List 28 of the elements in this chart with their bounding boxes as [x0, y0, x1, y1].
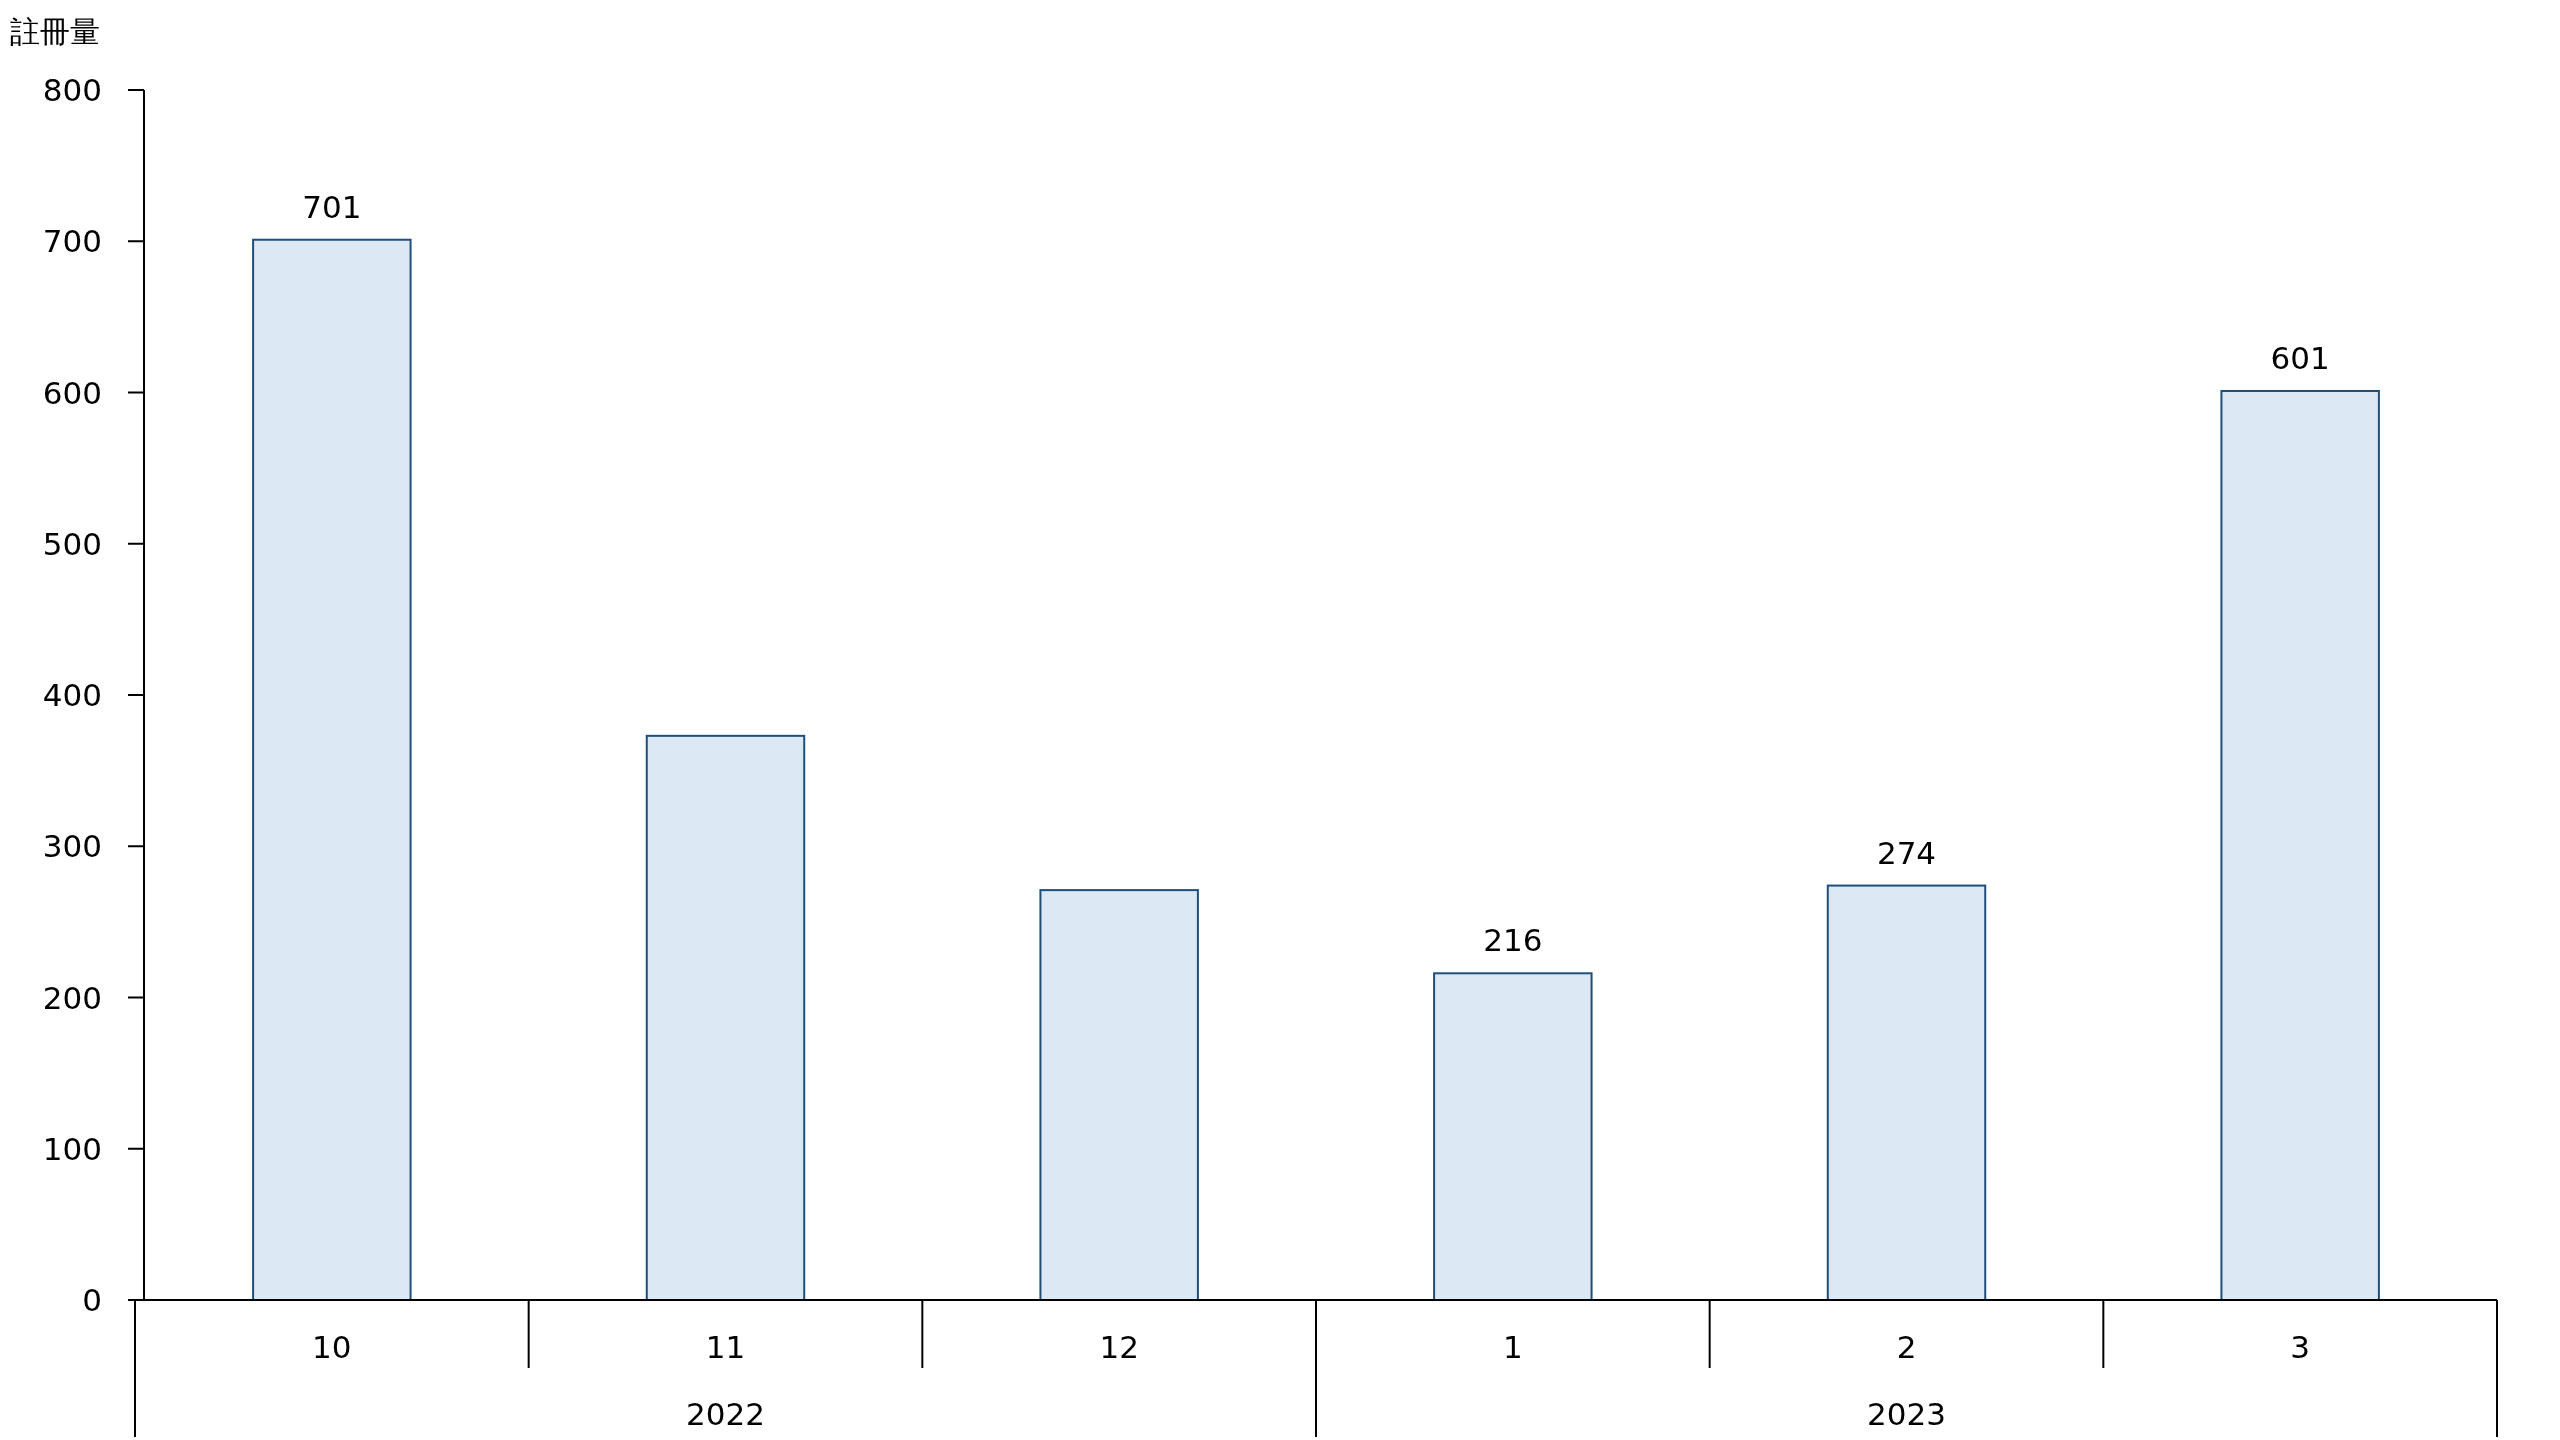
x-tick-label: 2: [1896, 1329, 1917, 1365]
text: 2023: [1867, 1396, 1946, 1432]
data-label: 216: [1483, 922, 1543, 959]
bar: [645, 734, 806, 1301]
data-label: 274: [1876, 834, 1937, 871]
bar: [1433, 972, 1593, 1301]
x-tick-label: 12: [1099, 1329, 1139, 1365]
data-label: 601: [2270, 339, 2330, 376]
y-tick-label: 500: [42, 525, 102, 562]
bar: [2220, 389, 2380, 1301]
y-axis-title: 註冊量: [10, 14, 100, 49]
data-label: 701: [302, 188, 362, 225]
y-tick-label: 0: [82, 1282, 102, 1318]
x-tick-label: 10: [312, 1329, 352, 1365]
y-tick-label: 200: [42, 979, 102, 1016]
y-tick-label: 300: [42, 828, 102, 865]
bar: [1826, 884, 1987, 1301]
x-tick-label: 1: [1502, 1329, 1523, 1365]
bar: [1039, 889, 1199, 1301]
bar: [252, 238, 412, 1301]
text: 2022: [686, 1396, 765, 1432]
y-tick-label: 400: [42, 677, 102, 713]
y-tick-label: 800: [42, 72, 102, 108]
y-tick-label: 600: [42, 374, 102, 411]
y-tick-label: 100: [42, 1130, 102, 1167]
y-tick-label: 700: [42, 223, 102, 260]
x-tick-label: 11: [705, 1329, 746, 1365]
x-tick-label: 3: [2290, 1329, 2311, 1365]
